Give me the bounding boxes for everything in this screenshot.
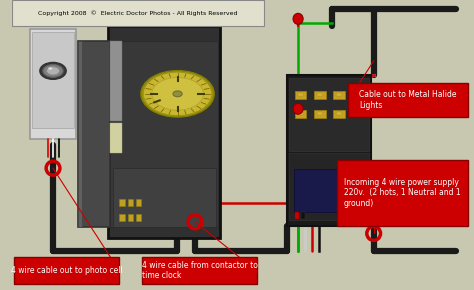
Bar [289, 153, 369, 220]
Bar [119, 214, 125, 221]
Bar [78, 41, 110, 227]
Circle shape [152, 77, 203, 110]
FancyArrowPatch shape [298, 14, 299, 26]
Text: Incoming 4 wire power supply
220v.  (2 hots, 1 Neutral and 1
ground): Incoming 4 wire power supply 220v. (2 ho… [344, 178, 461, 208]
Bar [287, 75, 372, 226]
Bar [348, 83, 467, 117]
Bar [333, 110, 345, 118]
Circle shape [173, 91, 182, 97]
Bar [136, 199, 141, 206]
Bar [295, 110, 306, 118]
Bar [110, 124, 122, 153]
Text: 4 wire cable out to photo cell: 4 wire cable out to photo cell [11, 266, 123, 275]
Circle shape [48, 67, 52, 70]
Circle shape [40, 63, 66, 79]
Bar [337, 160, 467, 226]
Bar [314, 91, 326, 99]
Bar [293, 169, 365, 212]
Circle shape [141, 71, 214, 117]
Bar [295, 212, 299, 219]
Ellipse shape [293, 13, 303, 24]
Bar [32, 32, 73, 128]
Bar [78, 41, 82, 227]
Bar [12, 0, 264, 26]
Circle shape [336, 112, 342, 116]
Circle shape [336, 93, 342, 97]
Circle shape [317, 93, 323, 97]
Bar [110, 41, 218, 227]
Bar [112, 168, 216, 227]
Text: 4 wire cable from contactor to
time clock: 4 wire cable from contactor to time cloc… [142, 261, 257, 280]
Bar [333, 91, 345, 99]
Bar [108, 26, 220, 238]
Circle shape [43, 64, 63, 77]
Bar [136, 214, 141, 221]
Text: Cable out to Metal Halide
Lights: Cable out to Metal Halide Lights [359, 90, 457, 110]
Bar [301, 212, 305, 219]
Circle shape [317, 112, 323, 116]
Bar [295, 91, 306, 99]
Bar [119, 199, 125, 206]
Bar [14, 257, 119, 284]
Bar [289, 78, 369, 151]
Bar [314, 110, 326, 118]
Bar [30, 29, 76, 139]
Circle shape [297, 93, 304, 97]
Ellipse shape [293, 103, 303, 114]
Circle shape [297, 112, 304, 116]
Bar [128, 199, 133, 206]
Bar [128, 214, 133, 221]
Bar [110, 41, 122, 122]
Text: Copyright 2008  ©  Electric Doctor Photos - All Rights Reserved: Copyright 2008 © Electric Doctor Photos … [38, 10, 237, 16]
Circle shape [46, 67, 59, 75]
Circle shape [143, 72, 212, 116]
Bar [142, 257, 257, 284]
